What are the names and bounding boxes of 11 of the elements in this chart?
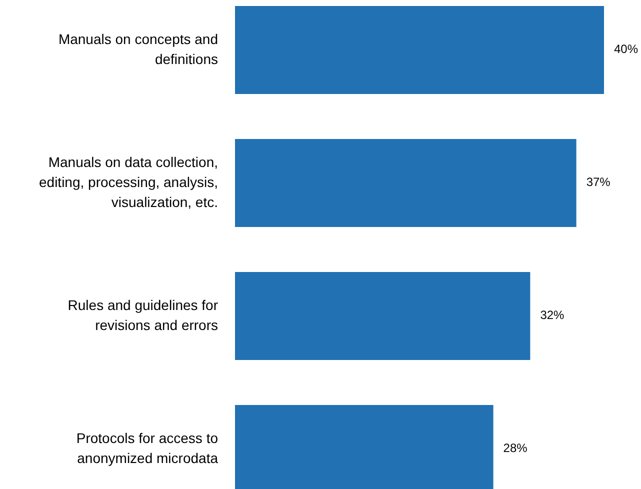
- bar: [235, 6, 604, 94]
- y-tick-label: Manuals on data collection, editing, processing, analysis, visualization, etc.: [39, 154, 218, 210]
- bar: [235, 139, 576, 227]
- data-label: 28%: [503, 441, 528, 456]
- data-label: 32%: [540, 308, 565, 322]
- data-label: 40%: [614, 42, 638, 56]
- data-label: 37%: [586, 175, 611, 190]
- y-tick-label: Protocols for access to anonymized microdata: [76, 430, 218, 466]
- y-tick-label: Rules and guidelines for revisions and errors: [68, 296, 218, 333]
- bar: [235, 272, 530, 360]
- y-tick-label: Manuals on concepts and definitions: [58, 30, 218, 67]
